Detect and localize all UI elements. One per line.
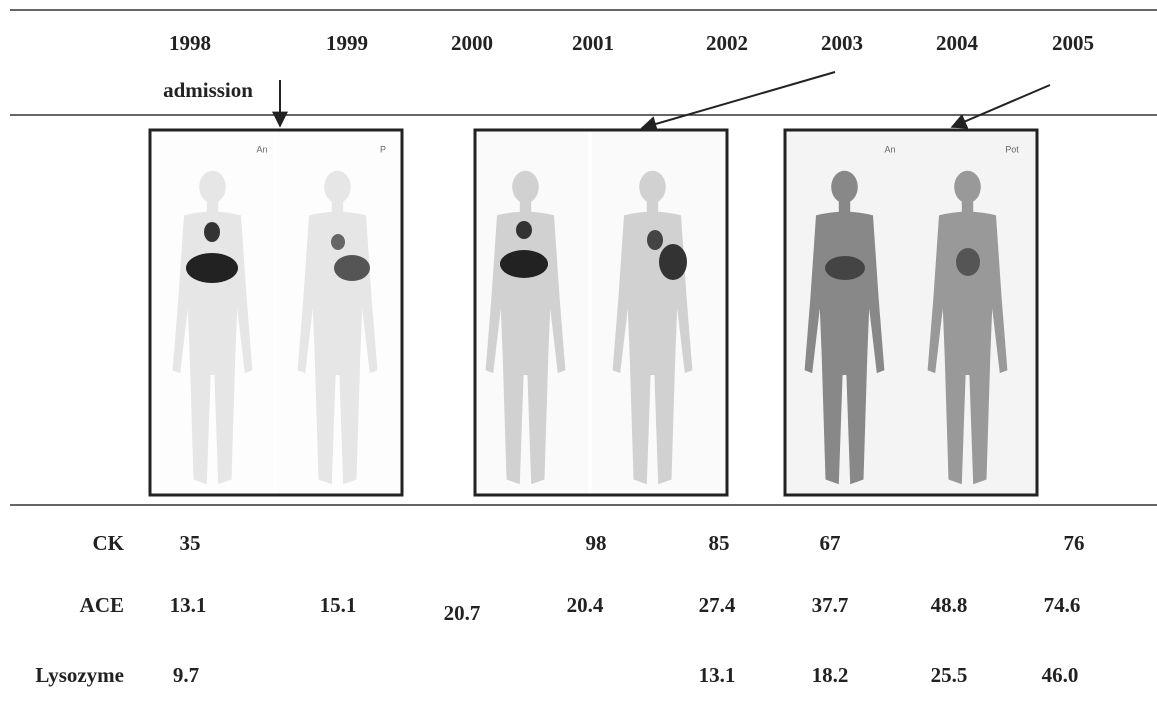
admission-label: admission [163, 78, 253, 102]
table-cell: 15.1 [320, 593, 357, 617]
table-cell: 37.7 [812, 593, 849, 617]
panel-label: Pot [1005, 144, 1019, 154]
table-cell: 74.6 [1044, 593, 1081, 617]
panel-label: An [256, 144, 267, 154]
panel-label: P [380, 144, 386, 154]
table-cell: 27.4 [699, 593, 736, 617]
table-cell: 46.0 [1042, 663, 1079, 687]
panel-label: An [884, 144, 895, 154]
year-label: 2005 [1052, 31, 1094, 55]
year-label: 1998 [169, 31, 211, 55]
arrow [642, 72, 835, 128]
row-label: ACE [80, 593, 124, 617]
row-label: Lysozyme [35, 663, 124, 687]
arrow [952, 85, 1050, 127]
table-cell: 67 [820, 531, 841, 555]
scan-panels [150, 130, 1037, 495]
year-label: 2001 [572, 31, 614, 55]
table-cell: 20.7 [444, 601, 481, 625]
table-cell: 18.2 [812, 663, 849, 687]
table-cell: 25.5 [931, 663, 968, 687]
table-cell: 48.8 [931, 593, 968, 617]
table-cell: 76 [1064, 531, 1085, 555]
figure: admission 1998 1999 2000 2001 2002 2003 2004 20… [0, 0, 1157, 701]
table-cell: 35 [180, 531, 201, 555]
year-label: 2000 [451, 31, 493, 55]
year-label: 2002 [706, 31, 748, 55]
table-cell: 85 [709, 531, 730, 555]
year-label: 2004 [936, 31, 979, 55]
table-cell: 9.7 [173, 663, 199, 687]
table-cell: 13.1 [699, 663, 736, 687]
year-label: 1999 [326, 31, 368, 55]
table-cell: 20.4 [567, 593, 604, 617]
row-label: CK [93, 531, 125, 555]
table-cell: 98 [586, 531, 607, 555]
table-cell: 13.1 [170, 593, 207, 617]
year-label: 2003 [821, 31, 863, 55]
